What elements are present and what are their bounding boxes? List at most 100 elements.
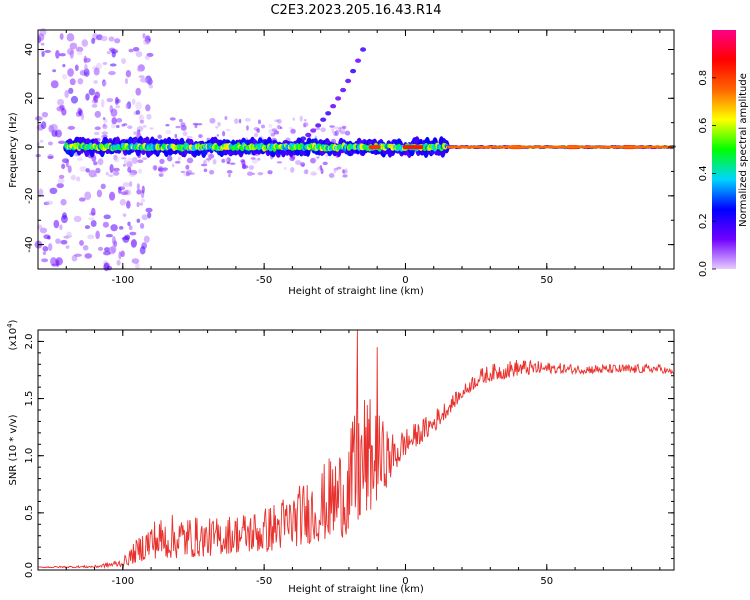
spectrogram-noise-dot (66, 48, 75, 56)
spectrogram-noise-dot (131, 98, 136, 105)
spectrogram-noise-dot (109, 63, 117, 67)
spectrogram-peak (368, 145, 381, 150)
spectrogram-noise-dot (165, 130, 172, 135)
spectrogram-noise-dot (77, 78, 84, 85)
spectrogram-noise-dot (100, 183, 106, 190)
spectrogram-noise-dot (248, 165, 255, 170)
spectrogram-noise-dot (141, 185, 145, 194)
spectrogram-noise-dot (105, 234, 113, 238)
spectrogram-noise-dot (226, 169, 233, 174)
snr-xtick-label: -100 (111, 576, 134, 587)
spectrogram-noise-dot (65, 158, 69, 168)
spectrogram-noise-dot (116, 118, 123, 123)
spectrogram-noise-dot (40, 42, 45, 46)
spectrogram-noise-dot (139, 77, 148, 83)
spectrogram-noise-dot (135, 110, 141, 115)
spectrogram-noise-dot (261, 124, 265, 129)
spectrogram-noise-dot (85, 93, 90, 101)
spectrogram-noise-dot (76, 176, 81, 182)
spectrogram-noise-dot (166, 155, 173, 162)
spectrogram-noise-dot (64, 90, 69, 98)
spectrogram-noise-dot (128, 225, 133, 231)
spectrogram-ytick-label: -40 (24, 236, 35, 252)
spectrogram-noise-dot (160, 168, 167, 173)
snr-multiplier: (x104) (6, 319, 19, 350)
spectrogram-noise-dot (61, 163, 66, 170)
spectrogram-noise-dot (61, 108, 67, 116)
spectrogram-noise-dot (44, 49, 52, 54)
spectrogram-noise-dot (105, 171, 109, 176)
spectrogram-noise-dot (100, 35, 108, 42)
spectrogram-noise-dot (157, 134, 163, 139)
spectrogram-branch-dot (310, 128, 317, 133)
spectrogram-noise-dot (94, 173, 98, 177)
spectrogram-noise-dot (132, 46, 140, 52)
spectrogram-noise-dot (40, 121, 47, 130)
spectrogram-noise-dot (246, 125, 249, 131)
spectrogram-noise-dot (267, 170, 273, 175)
spectrogram-noise-dot (108, 174, 114, 177)
spectrogram-noise-dot (299, 115, 303, 122)
spectrogram-noise-dot (58, 174, 65, 179)
spectrogram-noise-dot (57, 140, 66, 144)
spectrogram-noise-dot (165, 123, 170, 127)
spectrogram-noise-dot (139, 202, 144, 206)
spectrogram-noise-dot (49, 187, 58, 195)
spectrogram-noise-dot (139, 246, 146, 255)
spectrogram-noise-dot (73, 215, 82, 223)
spectrogram-noise-dot (279, 126, 283, 130)
spectrogram-noise-dot (83, 55, 87, 64)
spectrogram-noise-dot (50, 257, 57, 266)
spectrogram-noise-dot (180, 170, 185, 173)
spectrogram-noise-dot (253, 132, 259, 138)
spectrogram-noise-dot (137, 159, 144, 163)
spectrogram-noise-dot (303, 123, 307, 128)
spectrogram-noise-dot (102, 81, 107, 86)
spectrogram-noise-dot (100, 99, 105, 108)
spectrogram-noise-dot (42, 245, 49, 252)
spectrogram-noise-dot (142, 33, 146, 39)
spectrogram-noise-dot (257, 171, 264, 176)
spectrogram-noise-dot (62, 212, 67, 219)
spectrogram-noise-dot (70, 95, 79, 104)
spectrogram-noise-dot (47, 155, 54, 159)
spectrogram-noise-dot (322, 161, 328, 166)
snr-multiplier-exp: 4 (6, 323, 14, 328)
snr-xtick-label: 0 (402, 576, 408, 587)
spectrogram-peak (402, 145, 415, 150)
spectrogram-noise-dot (141, 157, 148, 161)
spectrogram-noise-dot (127, 157, 134, 163)
spectrogram-noise-dot (127, 167, 132, 173)
spectrogram-noise-dot (52, 69, 57, 73)
spectrogram-noise-dot (174, 133, 178, 139)
spectrogram-noise-dot (55, 238, 61, 244)
spectrogram-noise-dot (139, 222, 145, 229)
spectrogram-noise-dot (135, 101, 142, 110)
spectrogram-noise-dot (136, 129, 141, 134)
spectrogram-noise-dot (88, 88, 96, 96)
spectrogram-noise-dot (65, 245, 70, 249)
spectrogram-noise-dot (175, 125, 181, 129)
spectrogram-ytick-label: -20 (24, 188, 35, 204)
spectrogram-noise-dot (114, 157, 120, 163)
spectrogram-noise-dot (180, 122, 186, 127)
spectrogram-noise-dot (37, 33, 45, 42)
spectrogram-noise-dot (334, 126, 339, 130)
spectrogram-noise-dot (217, 121, 221, 127)
spectrogram-noise-dot (256, 128, 260, 133)
spectrogram-noise-dot (114, 96, 119, 105)
spectrogram-branch-dot (340, 87, 347, 93)
colorbar-tick-label: 0.6 (698, 118, 709, 134)
spectrogram-noise-dot (276, 161, 283, 164)
spectrogram-noise-dot (56, 182, 64, 189)
spectrogram-noise-dot (81, 39, 89, 47)
spectrogram-noise-dot (334, 130, 339, 137)
spectrogram-noise-dot (121, 157, 127, 160)
spectrogram-branch-dot (345, 78, 352, 84)
spectrogram-noise-dot (124, 78, 129, 85)
spectrogram-branch-dot (320, 117, 327, 122)
spectrogram-noise-dot (127, 125, 133, 130)
spectrogram-noise-dot (245, 137, 249, 141)
spectrogram-xtick-label: 50 (540, 275, 553, 286)
spectrogram-noise-dot (145, 104, 151, 112)
